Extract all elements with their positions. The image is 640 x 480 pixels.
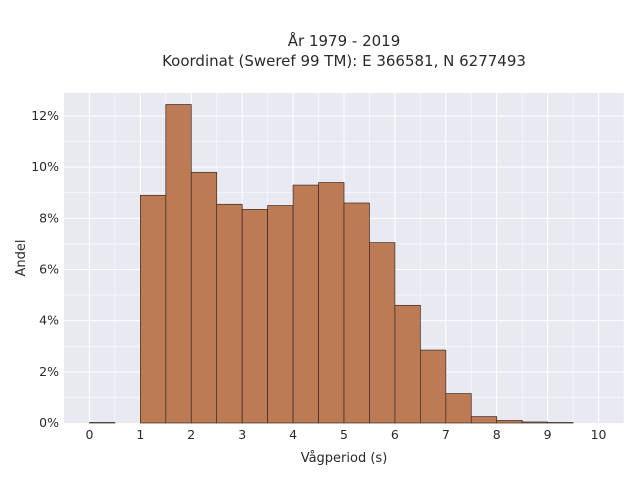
histogram-bar (547, 422, 574, 424)
y-tick-label: 12% (31, 108, 59, 123)
chart-title-line2: Koordinat (Sweref 99 TM): E 366581, N 62… (162, 52, 526, 70)
y-axis-label: Andel (14, 240, 29, 277)
x-tick-label: 1 (136, 427, 144, 442)
histogram-bar (496, 420, 523, 424)
histogram-bar (140, 194, 167, 424)
histogram-bar (190, 171, 218, 424)
histogram-bar (241, 209, 268, 424)
x-axis-label: Vågperiod (s) (301, 451, 388, 466)
x-tick-label: 2 (187, 427, 195, 442)
x-tick-label: 7 (442, 427, 450, 442)
histogram-bar (165, 104, 192, 424)
x-tick-label: 3 (238, 427, 246, 442)
x-tick-label: 10 (591, 427, 607, 442)
y-tick-label: 6% (39, 262, 59, 277)
y-tick-label: 2% (39, 364, 59, 379)
x-tick-label: 9 (544, 427, 552, 442)
histogram-bar (318, 182, 345, 424)
histogram-bar (521, 421, 548, 424)
bars (89, 104, 574, 424)
histogram-bar (420, 349, 447, 424)
x-tick-label: 5 (340, 427, 348, 442)
histogram-bar (369, 242, 396, 424)
y-tick-label: 10% (31, 159, 59, 174)
histogram-bar (445, 393, 472, 424)
x-tick-label: 8 (493, 427, 501, 442)
histogram-bar (292, 184, 319, 424)
y-tick-label: 0% (39, 415, 59, 430)
y-tick-label: 8% (39, 210, 59, 225)
histogram-bar (216, 203, 243, 424)
tick-labels: 0 1 2 3 4 5 6 7 8 9 10 0% 2% 4% 6% 8% 10% 12% (31, 108, 606, 442)
histogram-bar (89, 422, 116, 424)
y-tick-label: 4% (39, 313, 59, 328)
chart-title-line1: År 1979 - 2019 (288, 31, 401, 50)
histogram-bar (394, 304, 421, 424)
x-tick-label: 4 (289, 427, 297, 442)
x-tick-label: 6 (391, 427, 399, 442)
histogram-bar (343, 202, 370, 424)
x-tick-label: 0 (85, 427, 93, 442)
histogram-bar (470, 416, 498, 424)
histogram-bar (267, 205, 294, 424)
